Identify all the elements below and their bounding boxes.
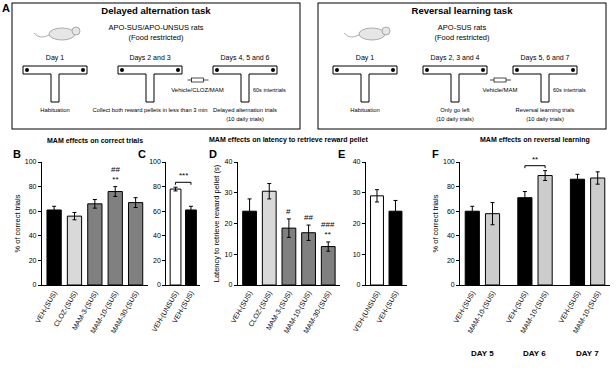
- svg-text:(10 daily trials): (10 daily trials): [526, 116, 564, 122]
- svg-text:Days 2, 3 and 4: Days 2, 3 and 4: [430, 54, 479, 62]
- svg-text:MAM effects on reversal learni: MAM effects on reversal learning: [480, 136, 590, 144]
- svg-text:40: 40: [447, 232, 455, 239]
- svg-text:Reversal learning trials: Reversal learning trials: [516, 107, 575, 113]
- svg-text:40: 40: [153, 232, 161, 239]
- svg-text:MAM-3-(SUS): MAM-3-(SUS): [71, 290, 100, 332]
- svg-text:Days 4, 5 and 6: Days 4, 5 and 6: [220, 54, 269, 62]
- svg-text:80: 80: [29, 183, 37, 190]
- svg-text:10: 10: [353, 251, 361, 258]
- svg-text:CLOZ-(SUS): CLOZ-(SUS): [52, 290, 79, 329]
- svg-text:80: 80: [447, 183, 455, 190]
- svg-text:20: 20: [153, 257, 161, 264]
- svg-text:MAM-10-(SUS): MAM-10-(SUS): [89, 290, 120, 335]
- svg-text:##: ##: [304, 213, 313, 222]
- svg-text:MAM effects on latency to retr: MAM effects on latency to retrieve rewar…: [209, 136, 368, 144]
- svg-text:A: A: [2, 2, 10, 14]
- svg-text:B: B: [13, 148, 21, 160]
- svg-text:30: 30: [353, 189, 361, 196]
- svg-text:MAM-10-(SUS): MAM-10-(SUS): [572, 290, 603, 335]
- svg-text:20: 20: [29, 257, 37, 264]
- svg-text:MAM effects on correct trials: MAM effects on correct trials: [47, 137, 143, 144]
- svg-text:MAM-30-(SUS): MAM-30-(SUS): [110, 290, 141, 335]
- svg-text:APO-SUS/APO-UNSUS rats: APO-SUS/APO-UNSUS rats: [108, 23, 203, 32]
- svg-text:VEH-(SUS): VEH-(SUS): [230, 290, 255, 325]
- svg-text:100: 100: [149, 158, 161, 165]
- svg-text:VEH-(UNSUS): VEH-(UNSUS): [352, 290, 382, 334]
- svg-text:##**: ##**: [111, 165, 120, 184]
- svg-text:E: E: [338, 148, 345, 160]
- svg-text:Days 5, 6 and 7: Days 5, 6 and 7: [520, 54, 569, 62]
- svg-text:VEH-(SUS): VEH-(SUS): [557, 290, 582, 325]
- svg-text:Reversal learning task: Reversal learning task: [412, 5, 514, 16]
- svg-text:Vehicle/CLOZ/MAM: Vehicle/CLOZ/MAM: [171, 87, 224, 93]
- svg-text:20: 20: [447, 257, 455, 264]
- svg-text:30: 30: [225, 189, 233, 196]
- svg-text:***: ***: [179, 171, 188, 180]
- svg-text:Days 2 and 3: Days 2 and 3: [129, 54, 170, 62]
- svg-text:C: C: [138, 148, 146, 160]
- svg-text:0: 0: [228, 281, 232, 288]
- svg-text:MAM-3-(SUS): MAM-3-(SUS): [265, 290, 294, 332]
- svg-text:0: 0: [357, 281, 361, 288]
- svg-text:VEH-(SUS): VEH-(SUS): [505, 290, 530, 325]
- svg-text:MAM-10-(SUS): MAM-10-(SUS): [466, 290, 497, 335]
- svg-text:Latency to retrieve reward pel: Latency to retrieve reward pellet (s): [212, 164, 221, 282]
- svg-text:(Food restricted): (Food restricted): [434, 33, 490, 42]
- svg-text:F: F: [432, 148, 439, 160]
- svg-text:60: 60: [29, 208, 37, 215]
- svg-text:60: 60: [447, 208, 455, 215]
- svg-text:% of correct trials: % of correct trials: [431, 194, 440, 252]
- svg-text:###**: ###**: [321, 220, 335, 239]
- svg-text:20: 20: [353, 220, 361, 227]
- svg-text:APO-SUS rats: APO-SUS rats: [438, 23, 487, 32]
- svg-text:0: 0: [451, 281, 455, 288]
- svg-text:80: 80: [153, 183, 161, 190]
- svg-text:DAY 6: DAY 6: [523, 349, 546, 358]
- svg-text:DAY 7: DAY 7: [576, 349, 599, 358]
- svg-text:60s intertrials: 60s intertrials: [553, 87, 586, 93]
- svg-text:VEH-(SUS): VEH-(SUS): [171, 290, 196, 325]
- svg-text:VEH-(SUS): VEH-(SUS): [452, 290, 477, 325]
- svg-text:VEH-(UNSUS): VEH-(UNSUS): [150, 290, 180, 334]
- svg-text:Only go left: Only go left: [440, 107, 470, 113]
- svg-text:40: 40: [225, 158, 233, 165]
- svg-text:0: 0: [33, 281, 37, 288]
- svg-text:Vehicle/MAM: Vehicle/MAM: [482, 87, 517, 93]
- svg-text:Delayed alternation task: Delayed alternation task: [101, 5, 211, 16]
- svg-text:MAM-10-(SUS): MAM-10-(SUS): [519, 290, 550, 335]
- svg-text:60s intertrials: 60s intertrials: [253, 87, 286, 93]
- svg-text:0: 0: [157, 281, 161, 288]
- svg-text:MAM-10-(SUS): MAM-10-(SUS): [282, 290, 313, 335]
- svg-text:Day 1: Day 1: [356, 54, 374, 62]
- svg-text:60: 60: [153, 208, 161, 215]
- svg-text:Day 1: Day 1: [46, 54, 64, 62]
- svg-text:(Food restricted): (Food restricted): [128, 33, 184, 42]
- svg-text:Delayed alternation trials: Delayed alternation trials: [213, 107, 277, 113]
- svg-text:Habituation: Habituation: [40, 107, 69, 113]
- svg-text:40: 40: [353, 158, 361, 165]
- svg-text:**: **: [532, 155, 538, 164]
- svg-text:(10 daily trials): (10 daily trials): [226, 116, 264, 122]
- svg-text:(10 daily trials): (10 daily trials): [436, 116, 474, 122]
- svg-text:% of correct trials: % of correct trials: [13, 194, 22, 252]
- svg-text:#: #: [286, 207, 291, 216]
- svg-text:DAY 5: DAY 5: [471, 349, 494, 358]
- svg-text:VEH-(SUS): VEH-(SUS): [375, 290, 400, 325]
- svg-text:CLOZ-(SUS): CLOZ-(SUS): [247, 290, 274, 329]
- svg-text:Collect both reward pellets in: Collect both reward pellets in less than…: [92, 107, 207, 113]
- svg-text:100: 100: [443, 158, 455, 165]
- svg-text:VEH-(SUS): VEH-(SUS): [34, 290, 59, 325]
- svg-text:Habituation: Habituation: [350, 107, 379, 113]
- svg-text:20: 20: [225, 220, 233, 227]
- svg-text:40: 40: [29, 232, 37, 239]
- svg-text:10: 10: [225, 251, 233, 258]
- svg-text:D: D: [209, 148, 217, 160]
- svg-text:MAM-30-(SUS): MAM-30-(SUS): [302, 290, 333, 335]
- svg-text:100: 100: [25, 158, 37, 165]
